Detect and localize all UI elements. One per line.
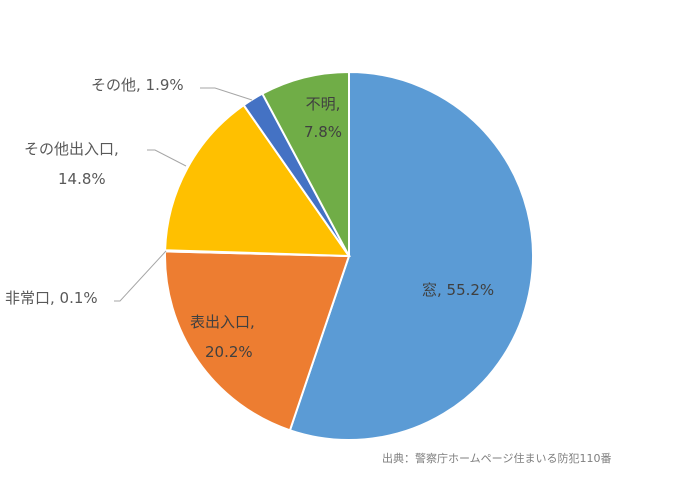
label-other-entrance-value: 14.8% [58,170,106,188]
label-unknown-name: 不明, [305,95,341,113]
leader-line-other [200,87,253,101]
pie-slice [164,250,351,432]
label-emergency: 非常口, 0.1% [5,289,98,307]
pie-slice [164,103,351,258]
pie-slices [164,70,534,441]
label-front-value: 20.2% [205,343,253,361]
leader-lines [114,87,253,302]
leader-line-other-entrance [147,149,187,167]
leader-line-emergency [114,250,167,302]
label-other: その他, 1.9% [91,76,184,94]
pie-slice [261,70,350,257]
label-unknown-value: 7.8% [303,123,343,141]
source-note: 出典：警察庁ホームページ住まいる防犯110番 [382,452,612,465]
pie-slice [288,70,534,441]
label-window: 窓, 55.2% [422,281,495,299]
label-front-name: 表出入口, [190,313,255,331]
label-other-entrance-name: その他出入口, [24,140,119,158]
